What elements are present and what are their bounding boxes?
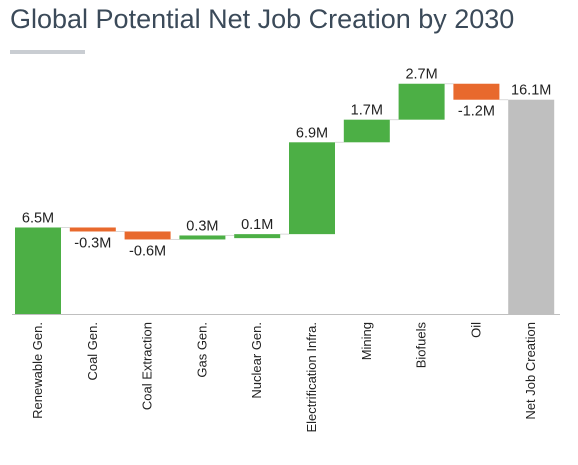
category-tick-label: Mining — [359, 322, 374, 360]
title-underline — [10, 50, 85, 54]
category-tick-label: Oil — [468, 322, 483, 338]
bar-oil — [453, 83, 500, 100]
bar-nuclear-gen — [234, 234, 281, 239]
bar-coal-extraction — [124, 231, 171, 240]
bar-mining — [343, 119, 390, 143]
value-label: 6.5M — [22, 210, 54, 226]
value-label: 1.7M — [351, 103, 383, 119]
bar-coal-gen — [69, 227, 116, 232]
category-tick-label: Net Job Creation — [523, 322, 538, 420]
bar-renewable-gen — [15, 227, 61, 314]
value-label: 2.7M — [405, 67, 437, 83]
value-label: -0.3M — [74, 235, 111, 251]
value-label: 0.3M — [186, 218, 218, 234]
category-tick-label: Biofuels — [414, 322, 429, 369]
category-tick-label: Coal Gen. — [85, 322, 100, 381]
value-label: 6.9M — [296, 125, 328, 141]
bar-gas-gen — [179, 235, 226, 240]
value-label: 16.1M — [511, 83, 551, 99]
category-tick-label: Renewable Gen. — [30, 322, 45, 419]
value-label: -0.6M — [129, 243, 166, 259]
value-label: -1.2M — [458, 104, 495, 120]
bar-electrification-infra — [289, 142, 335, 235]
category-tick-label: Coal Extraction — [140, 322, 155, 410]
category-tick-label: Nuclear Gen. — [249, 322, 264, 399]
chart-title: Global Potential Net Job Creation by 203… — [10, 4, 515, 34]
bar-biofuels — [398, 83, 445, 120]
value-label: 0.1M — [241, 217, 273, 233]
category-tick-label: Electrification Infra. — [304, 322, 319, 433]
bar-net-job-creation — [508, 99, 555, 314]
category-tick-label: Gas Gen. — [194, 322, 209, 378]
